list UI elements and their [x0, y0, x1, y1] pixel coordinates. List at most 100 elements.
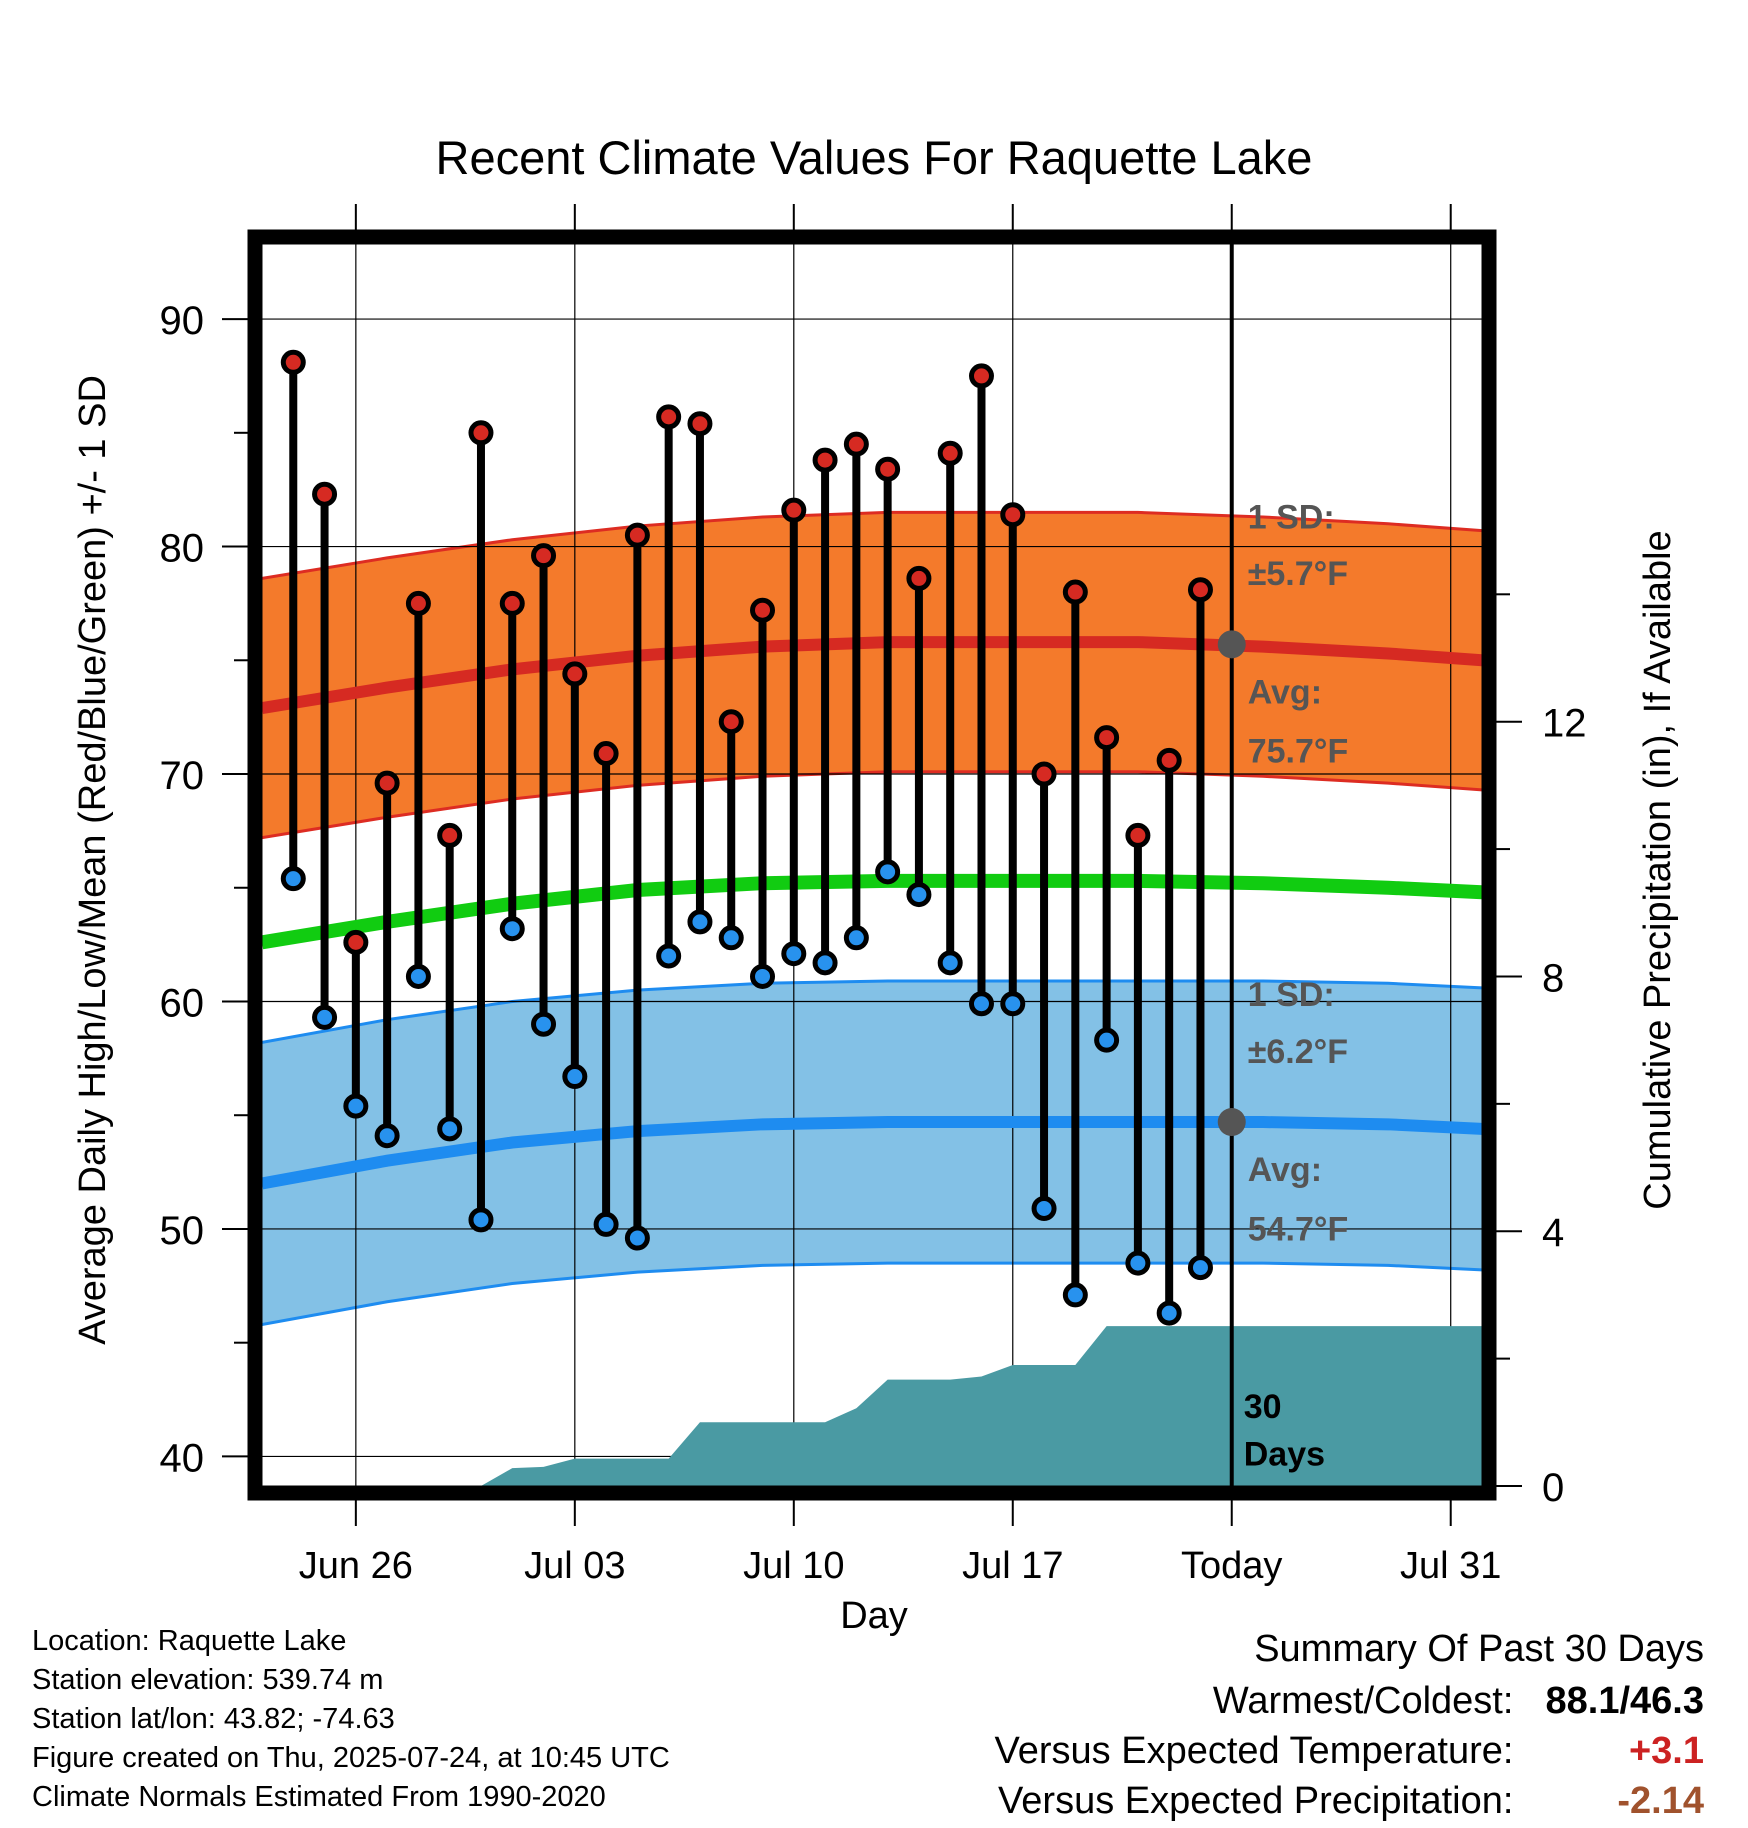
daily-high-point [624, 522, 650, 548]
high-avg-title: Avg: [1248, 673, 1322, 711]
daily-high-point [468, 420, 494, 446]
daily-low-point [843, 925, 869, 951]
y-tick-label-left: 70 [160, 754, 205, 798]
station-latlon: Station lat/lon: 43.82; -74.63 [32, 1703, 395, 1735]
low-avg-value: 54.7°F [1248, 1210, 1349, 1248]
daily-high-point [593, 741, 619, 767]
figure-created: Figure created on Thu, 2025-07-24, at 10… [32, 1742, 670, 1774]
low-normal-line [262, 1116, 1482, 1190]
x-tick-label: Jul 03 [524, 1545, 625, 1587]
precip-departure-value: -2.14 [1617, 1780, 1704, 1822]
daily-high-point [343, 929, 369, 955]
x-axis-label: Day [840, 1595, 908, 1637]
daily-high-point [812, 447, 838, 473]
low-sd-value: ±6.2°F [1248, 1033, 1348, 1071]
x-tick-label: Jul 10 [743, 1545, 844, 1587]
y-tick-label-right: 12 [1542, 702, 1587, 746]
daily-high-point [1156, 747, 1182, 773]
y-tick-label-right: 4 [1542, 1211, 1564, 1255]
daily-low-point [1156, 1300, 1182, 1326]
daily-low-point [781, 941, 807, 967]
y-axis-label-right: Cumulative Precipitation (in), If Availa… [1637, 530, 1679, 1209]
daily-low-point [531, 1011, 557, 1037]
today-low-avg-marker [1217, 1108, 1246, 1137]
plot-area: 1 SD: ±5.7°F Avg: 75.7°F 1 SD: ±6.2°F Avg: 54.7… [160, 204, 1587, 1587]
x-tick-label: Jul 31 [1400, 1545, 1501, 1587]
daily-high-point [280, 349, 306, 375]
daily-high-point [937, 440, 963, 466]
precip-label-days: Days [1244, 1436, 1325, 1474]
daily-low-point [437, 1116, 463, 1142]
precip-departure-row: Versus Expected Precipitation: -2.14 [995, 1776, 1704, 1826]
y-tick-label-left: 90 [160, 299, 205, 343]
daily-low-point [312, 1004, 338, 1030]
y-tick-label-left: 40 [160, 1436, 205, 1480]
daily-low-point [593, 1211, 619, 1237]
precip-area [262, 1326, 1482, 1486]
daily-low-point [875, 859, 901, 885]
daily-low-point [812, 950, 838, 976]
daily-low-point [718, 925, 744, 951]
daily-low-point [499, 916, 525, 942]
station-elevation: Station elevation: 539.74 m [32, 1664, 384, 1696]
daily-high-point [1062, 579, 1088, 605]
temp-departure-label: Versus Expected Temperature: [994, 1730, 1514, 1772]
warmest-coldest-row: Warmest/Coldest: 88.1/46.3 [995, 1676, 1704, 1726]
daily-high-point [1187, 577, 1213, 603]
daily-low-point [468, 1207, 494, 1233]
station-info: Location: Raquette Lake Station elevatio… [32, 1622, 670, 1817]
y-tick-label-right: 0 [1542, 1466, 1564, 1510]
normals-period: Climate Normals Estimated From 1990-2020 [32, 1781, 606, 1813]
daily-low-point [687, 909, 713, 935]
daily-low-point [656, 943, 682, 969]
daily-high-point [531, 543, 557, 569]
daily-low-point [624, 1225, 650, 1251]
daily-high-point [437, 822, 463, 848]
daily-low-point [374, 1123, 400, 1149]
daily-low-point [1062, 1282, 1088, 1308]
x-tick-label: Today [1181, 1545, 1282, 1587]
daily-low-point [405, 963, 431, 989]
warmest-coldest-value: 88.1/46.3 [1545, 1680, 1704, 1722]
daily-low-point [562, 1064, 588, 1090]
daily-high-point [968, 363, 994, 389]
summary-panel: Summary Of Past 30 Days Warmest/Coldest:… [995, 1622, 1704, 1826]
warmest-coldest-label: Warmest/Coldest: [1212, 1680, 1514, 1722]
chart-title: Recent Climate Values For Raquette Lake [436, 131, 1313, 184]
y-tick-label-left: 80 [160, 527, 205, 571]
daily-low-point [343, 1093, 369, 1119]
daily-low-point [937, 950, 963, 976]
daily-high-point [1031, 761, 1057, 787]
daily-high-point [405, 590, 431, 616]
precip-departure-label: Versus Expected Precipitation: [998, 1780, 1514, 1822]
daily-high-point [1125, 822, 1151, 848]
x-tick-label: Jul 17 [962, 1545, 1063, 1587]
daily-high-point [718, 709, 744, 735]
daily-high-point [781, 497, 807, 523]
daily-low-point [1125, 1250, 1151, 1276]
daily-low-point [1094, 1027, 1120, 1053]
y-axis-label-left: Average Daily High/Low/Mean (Red/Blue/Gr… [72, 375, 114, 1345]
plot-content [262, 244, 1482, 1486]
daily-high-point [875, 456, 901, 482]
low-upper-edge [262, 979, 1482, 1044]
daily-high-point [312, 481, 338, 507]
station-location: Location: Raquette Lake [32, 1625, 347, 1657]
daily-low-point [968, 991, 994, 1017]
daily-high-point [687, 411, 713, 437]
daily-low-point [1000, 991, 1026, 1017]
daily-high-point [562, 661, 588, 687]
daily-high-point [843, 431, 869, 457]
temp-departure-row: Versus Expected Temperature: +3.1 [995, 1726, 1704, 1776]
plot-frame [247, 229, 1497, 1501]
daily-low-point [750, 963, 776, 989]
daily-low-point [280, 866, 306, 892]
summary-title: Summary Of Past 30 Days [1254, 1628, 1704, 1670]
high-avg-value: 75.7°F [1248, 733, 1349, 771]
daily-low-point [1031, 1195, 1057, 1221]
today-high-avg-marker [1217, 630, 1246, 659]
high-sd-value: ±5.7°F [1248, 555, 1348, 593]
low-avg-title: Avg: [1248, 1151, 1322, 1189]
daily-low-point [906, 882, 932, 908]
